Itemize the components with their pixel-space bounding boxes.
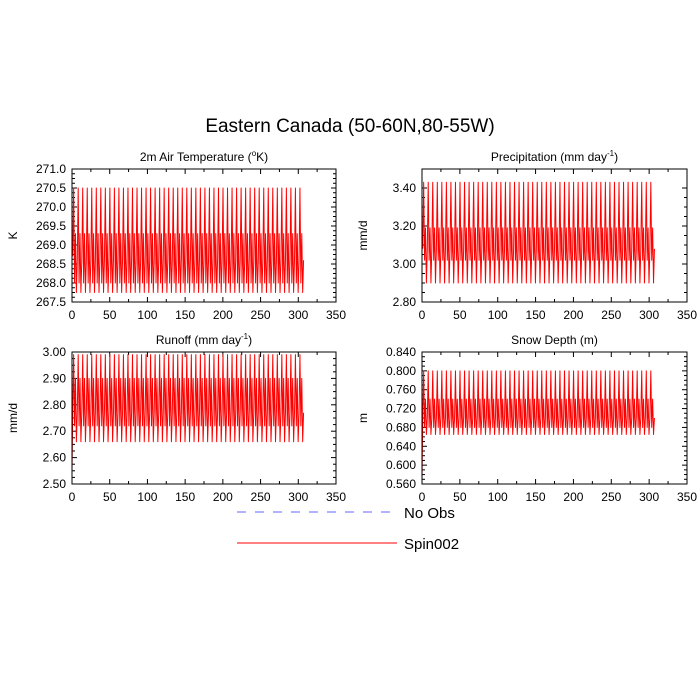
- plot-frame: [71, 351, 337, 485]
- plot-frame: [421, 351, 688, 485]
- panel-title: Snow Depth (m): [511, 333, 598, 347]
- x-tick-label: 250: [601, 308, 621, 322]
- y-tick-label: 270.5: [36, 181, 66, 195]
- x-tick-label: 300: [288, 308, 308, 322]
- x-tick-label: 350: [677, 490, 697, 504]
- y-tick-label: 3.20: [393, 219, 417, 233]
- series-line-spin002: [71, 354, 305, 471]
- panel-title-superscript: o: [252, 149, 257, 158]
- legend-label-no-obs: No Obs: [404, 505, 455, 522]
- series-line-spin002: [422, 181, 655, 284]
- y-tick-label: 0.800: [386, 364, 416, 378]
- y-tick-label: 0.560: [386, 477, 416, 491]
- y-tick-label: 270.0: [36, 200, 66, 214]
- x-tick-label: 300: [288, 490, 308, 504]
- x-tick-label: 100: [488, 490, 508, 504]
- figure-title: Eastern Canada (50-60N,80-55W): [205, 116, 494, 137]
- y-axis-label: mm/d: [6, 403, 20, 433]
- y-axis-label: mm/d: [356, 221, 370, 251]
- y-tick-label: 3.00: [393, 257, 417, 271]
- y-tick-label: 2.70: [43, 424, 67, 438]
- x-tick-label: 350: [326, 490, 346, 504]
- x-tick-label: 50: [103, 308, 117, 322]
- x-tick-label: 50: [453, 308, 467, 322]
- x-tick-label: 350: [677, 308, 697, 322]
- y-tick-label: 267.5: [36, 295, 66, 309]
- y-tick-label: 2.90: [43, 371, 67, 385]
- x-tick-label: 0: [69, 490, 76, 504]
- x-tick-label: 50: [453, 490, 467, 504]
- series-line-spin002: [72, 187, 305, 293]
- panel-title-superscript: -1: [241, 332, 249, 341]
- panel-title-part: 2m Air Temperature (: [140, 150, 252, 164]
- x-tick-label: 200: [213, 490, 233, 504]
- y-tick-label: 271.0: [36, 162, 66, 176]
- x-tick-label: 300: [639, 490, 659, 504]
- panel-3: Runoff (mm day-1) mm/d 0 50 100 150 200 250 300 3…: [6, 332, 346, 504]
- y-tick-label: 0.760: [386, 383, 416, 397]
- panel-1: 2m Air Temperature (oK) K 0 50 100 150 200 250 3…: [6, 149, 346, 322]
- x-tick-label: 250: [251, 490, 271, 504]
- panel-title-part: Runoff (mm day: [156, 333, 241, 347]
- y-tick-label: 0.600: [386, 458, 416, 472]
- plot-frame: [421, 168, 688, 303]
- y-tick-label: 269.5: [36, 219, 66, 233]
- y-tick-label: 0.840: [386, 345, 416, 359]
- panel-title-part: ): [248, 333, 252, 347]
- x-tick-label: 150: [526, 490, 546, 504]
- y-tick-label: 2.50: [43, 477, 67, 491]
- panels: 2m Air Temperature (oK) K 0 50 100 150 200 250 3…: [6, 149, 697, 504]
- x-tick-label: 350: [326, 308, 346, 322]
- y-tick-label: 0.680: [386, 420, 416, 434]
- x-tick-label: 150: [175, 308, 195, 322]
- plot-frame: [71, 168, 337, 303]
- x-tick-label: 0: [69, 308, 76, 322]
- y-tick-label: 3.40: [393, 181, 417, 195]
- panel-title: Precipitation (mm day-1): [491, 149, 618, 164]
- y-tick-label: 3.00: [43, 345, 67, 359]
- y-tick-label: 2.80: [393, 295, 417, 309]
- x-tick-label: 0: [419, 308, 426, 322]
- panel-title-part: ): [614, 150, 618, 164]
- x-tick-label: 300: [639, 308, 659, 322]
- panel-title-part: Precipitation (mm day: [491, 150, 607, 164]
- y-tick-label: 0.640: [386, 439, 416, 453]
- y-tick-label: 268.5: [36, 257, 66, 271]
- x-tick-label: 150: [526, 308, 546, 322]
- legend-label-spin002: Spin002: [404, 536, 459, 553]
- series-line-spin002: [421, 370, 655, 480]
- x-tick-label: 50: [103, 490, 117, 504]
- panel-title: 2m Air Temperature (oK): [140, 149, 268, 164]
- x-tick-label: 250: [251, 308, 271, 322]
- x-tick-label: 100: [137, 490, 157, 504]
- legend: No Obs Spin002: [237, 505, 459, 553]
- x-tick-label: 100: [488, 308, 508, 322]
- panel-title-part: Snow Depth (m): [511, 333, 598, 347]
- panel-2: Precipitation (mm day-1) mm/d 0 50 100 150 200…: [356, 149, 697, 322]
- panel-title: Runoff (mm day-1): [156, 332, 252, 347]
- y-tick-label: 269.0: [36, 238, 66, 252]
- y-tick-label: 2.80: [43, 398, 67, 412]
- y-tick-label: 2.60: [43, 451, 67, 465]
- x-tick-label: 200: [213, 308, 233, 322]
- x-tick-label: 200: [563, 490, 583, 504]
- x-tick-label: 200: [563, 308, 583, 322]
- x-tick-label: 150: [175, 490, 195, 504]
- panel-4: Snow Depth (m) m 0 50 100 150 200 250 300 350 0.56…: [356, 333, 697, 504]
- x-tick-label: 100: [137, 308, 157, 322]
- panel-title-superscript: -1: [607, 149, 615, 158]
- x-tick-label: 0: [419, 490, 426, 504]
- y-tick-label: 268.0: [36, 276, 66, 290]
- x-tick-label: 250: [601, 490, 621, 504]
- y-tick-label: 0.720: [386, 402, 416, 416]
- y-axis-label: m: [356, 413, 370, 423]
- y-axis-label: K: [6, 231, 20, 239]
- panel-title-part: K): [256, 150, 268, 164]
